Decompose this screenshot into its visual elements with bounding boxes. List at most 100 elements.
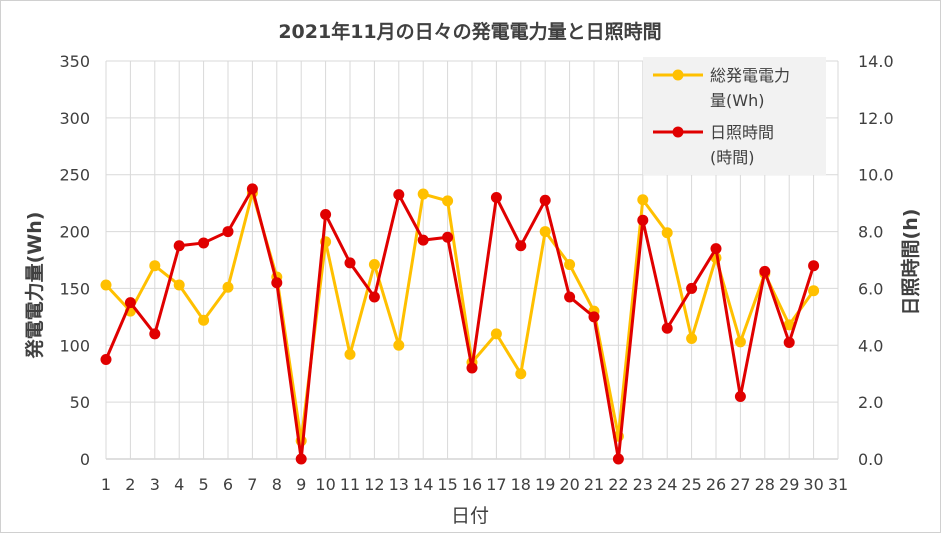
- y-right-tick-label: 8.0: [858, 223, 883, 242]
- y-right-tick-label: 10.0: [858, 166, 894, 185]
- y-left-tick-label: 150: [59, 279, 90, 298]
- x-tick-label: 28: [755, 475, 775, 494]
- x-tick-label: 22: [608, 475, 628, 494]
- x-tick-label: 26: [706, 475, 726, 494]
- series-2-point: [149, 328, 161, 340]
- series-1-point: [637, 194, 649, 206]
- x-tick-label: 29: [779, 475, 799, 494]
- x-tick-label: 5: [199, 475, 209, 494]
- x-tick-label: 23: [633, 475, 653, 494]
- series-1-point: [539, 226, 551, 238]
- series-2-point: [564, 291, 576, 303]
- x-tick-label: 18: [511, 475, 531, 494]
- x-tick-label: 12: [364, 475, 384, 494]
- series-2-point: [198, 237, 210, 249]
- x-tick-label: 4: [174, 475, 184, 494]
- series-1-point: [686, 332, 698, 344]
- series-2-point: [100, 354, 112, 365]
- x-tick-label: 6: [223, 475, 233, 494]
- series-1-point: [734, 336, 746, 348]
- x-tick-label: 8: [272, 475, 282, 494]
- series-2-point: [442, 231, 454, 243]
- legend-label-2: 日照時間: [710, 123, 774, 142]
- y-right-tick-label: 14.0: [858, 52, 894, 71]
- x-tick-label: 17: [486, 475, 506, 494]
- series-2-point: [295, 453, 307, 465]
- x-tick-label: 15: [437, 475, 457, 494]
- series-2-point: [637, 214, 649, 226]
- x-tick-label: 3: [150, 475, 160, 494]
- series-1-point: [344, 348, 356, 360]
- y-right-tick-label: 4.0: [858, 336, 883, 355]
- series-2-point: [320, 209, 332, 221]
- series-line-1: [104, 191, 815, 443]
- series-2-point: [368, 291, 380, 303]
- x-tick-label: 11: [340, 475, 360, 494]
- y-axis-label-right: 日照時間(h): [900, 209, 922, 316]
- series-1-point: [490, 328, 502, 340]
- x-tick-label: 24: [657, 475, 677, 494]
- series-1-point: [564, 259, 576, 271]
- series-1-point: [442, 195, 454, 207]
- series-2-point: [344, 257, 356, 269]
- x-tick-label: 1: [101, 475, 111, 494]
- series-2-point: [417, 234, 429, 246]
- series-1-point: [198, 314, 210, 326]
- x-axis-label: 日付: [451, 505, 489, 527]
- x-tick-label: 7: [247, 475, 257, 494]
- series-2-point: [661, 322, 673, 334]
- series-2-point: [490, 191, 502, 203]
- series-1-point: [661, 227, 673, 239]
- x-tick-label: 19: [535, 475, 555, 494]
- x-tick-label: 13: [389, 475, 409, 494]
- y-left-tick-label: 300: [59, 109, 90, 128]
- series-1-point: [173, 279, 185, 291]
- series-2-point: [124, 297, 136, 309]
- series-1-point: [100, 279, 112, 291]
- x-tick-label: 2: [125, 475, 135, 494]
- series-1-point: [783, 319, 795, 331]
- x-tick-label: 25: [681, 475, 701, 494]
- series-2-point: [783, 336, 795, 348]
- x-tick-label: 20: [559, 475, 579, 494]
- series-1-point: [417, 188, 429, 200]
- series-line-2: [104, 187, 816, 461]
- series-2-point: [588, 311, 600, 323]
- x-tick-label: 21: [584, 475, 604, 494]
- series-2-point: [393, 189, 405, 201]
- series-1-point: [149, 260, 161, 272]
- x-tick-label: 14: [413, 475, 433, 494]
- x-tick-label: 9: [296, 475, 306, 494]
- axes: 0 0.0 50 2.0 100 4.0 150 6.0 200 8.0 250 10.0 300 12.…: [59, 52, 893, 494]
- y-right-tick-label: 12.0: [858, 109, 894, 128]
- series-2-point: [759, 265, 771, 277]
- y-left-tick-label: 250: [59, 166, 90, 185]
- series-2-point: [515, 240, 527, 252]
- series-2-point: [734, 390, 746, 402]
- series-2-point: [173, 240, 185, 252]
- series-2-point: [808, 260, 820, 272]
- y-left-tick-label: 100: [59, 336, 90, 355]
- grid: [105, 60, 839, 460]
- series-1-point: [808, 285, 820, 297]
- series-2-point: [271, 277, 283, 289]
- x-tick-label: 30: [803, 475, 823, 494]
- y-right-tick-label: 2.0: [858, 393, 883, 412]
- y-left-tick-label: 200: [59, 223, 90, 242]
- chart-title: 2021年11月の日々の発電電力量と日照時間: [278, 20, 661, 43]
- legend-marker-1: [672, 69, 684, 81]
- series-2-point: [466, 362, 478, 374]
- legend-label-1: 総発電電力: [710, 66, 790, 85]
- y-left-tick-label: 0: [80, 450, 90, 469]
- x-tick-label: 16: [462, 475, 482, 494]
- legend-marker-2: [672, 126, 684, 138]
- x-tick-label: 27: [730, 475, 750, 494]
- series-2-point: [246, 183, 258, 195]
- series-1-point: [515, 368, 527, 380]
- y-left-tick-label: 50: [70, 393, 90, 412]
- y-right-tick-label: 0.0: [858, 450, 883, 469]
- y-left-tick-label: 350: [59, 52, 90, 71]
- y-right-tick-label: 6.0: [858, 279, 883, 298]
- y-axis-label-left: 発電電力量(Wh): [23, 212, 46, 360]
